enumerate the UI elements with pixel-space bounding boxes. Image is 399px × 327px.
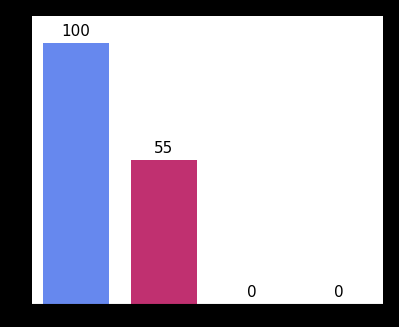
Bar xyxy=(130,160,196,304)
Text: 0: 0 xyxy=(247,285,256,300)
Text: 55: 55 xyxy=(154,141,173,156)
Text: 0: 0 xyxy=(334,285,344,300)
Bar xyxy=(43,43,109,304)
Text: 100: 100 xyxy=(61,24,90,39)
